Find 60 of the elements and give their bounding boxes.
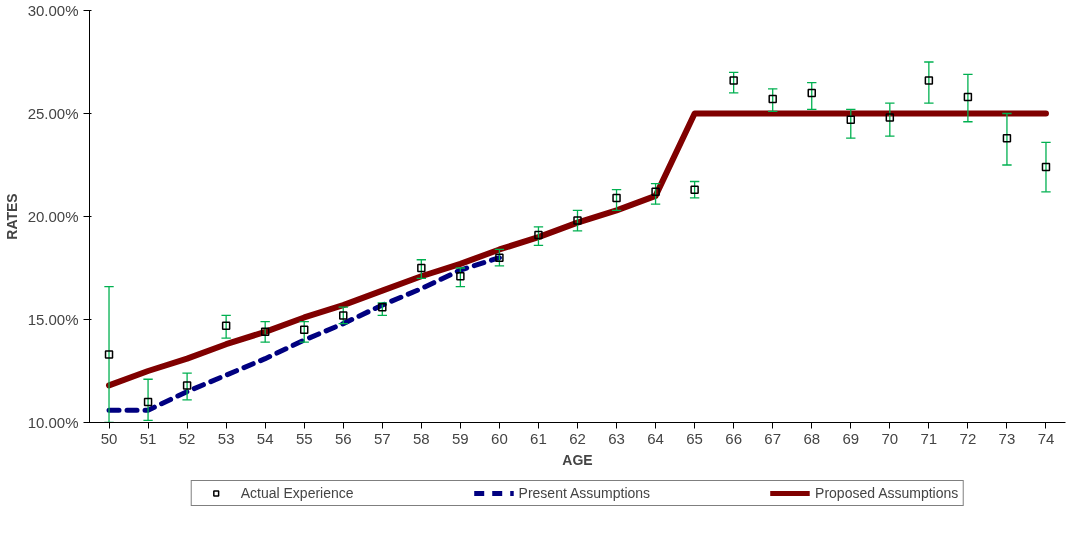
x-tick-label: 53 <box>217 429 235 447</box>
point <box>1041 162 1051 172</box>
y-axis-title: RATES <box>3 193 20 240</box>
legend-label: Proposed Assumptions <box>815 485 959 501</box>
x-tick-label: 61 <box>530 429 547 447</box>
point <box>534 230 543 240</box>
x-tick-label: 66 <box>725 429 743 447</box>
y-tick-label: 25.00% <box>27 105 79 122</box>
point <box>182 381 192 390</box>
point <box>417 263 426 273</box>
x-tick-label: 51 <box>139 429 157 447</box>
point <box>612 193 621 203</box>
x-tick-label: 54 <box>256 429 274 447</box>
point <box>690 185 699 194</box>
y-tick-label: 30.00% <box>27 2 79 19</box>
x-tick-label: 50 <box>100 429 118 447</box>
x-tick-label: 74 <box>1037 429 1055 447</box>
x-tick-label: 64 <box>647 429 664 447</box>
point <box>885 113 895 122</box>
x-tick-label: 57 <box>373 429 391 447</box>
point <box>651 187 660 197</box>
point <box>495 253 504 262</box>
x-tick-label: 67 <box>764 429 782 447</box>
point <box>924 76 934 85</box>
x-tick-label: 73 <box>998 429 1016 447</box>
point <box>1002 133 1012 143</box>
x-tick-label: 60 <box>491 429 508 447</box>
point <box>573 216 582 225</box>
x-tick-label: 56 <box>334 429 352 447</box>
point <box>260 327 270 337</box>
x-tick-label: 69 <box>842 429 860 447</box>
x-tick-label: 52 <box>178 429 196 447</box>
x-tick-label: 68 <box>803 429 821 447</box>
x-tick-label: 71 <box>920 429 938 447</box>
point <box>768 94 777 104</box>
legend-label: Actual Experience <box>240 485 354 501</box>
point <box>143 397 153 407</box>
legend-label: Present Assumptions <box>518 485 651 501</box>
x-tick-label: 65 <box>686 429 703 447</box>
y-tick-label: 10.00% <box>27 414 79 431</box>
y-tick-label: 20.00% <box>27 208 79 225</box>
y-tick-label: 15.00% <box>27 311 79 328</box>
point <box>963 92 973 102</box>
point <box>104 350 114 359</box>
x-tick-label: 62 <box>569 429 586 447</box>
point <box>339 311 348 320</box>
point <box>729 76 738 85</box>
x-tick-label: 63 <box>608 429 625 447</box>
point <box>846 115 856 124</box>
x-tick-label: 58 <box>413 429 430 447</box>
x-tick-label: 59 <box>452 429 469 447</box>
point <box>221 321 231 330</box>
point <box>378 302 387 312</box>
point <box>299 325 309 335</box>
x-tick-label: 55 <box>295 429 313 447</box>
x-axis-title: AGE <box>562 451 593 468</box>
x-tick-label: 70 <box>881 429 899 447</box>
point <box>456 271 465 281</box>
point <box>807 88 816 98</box>
x-tick-label: 72 <box>959 429 977 447</box>
